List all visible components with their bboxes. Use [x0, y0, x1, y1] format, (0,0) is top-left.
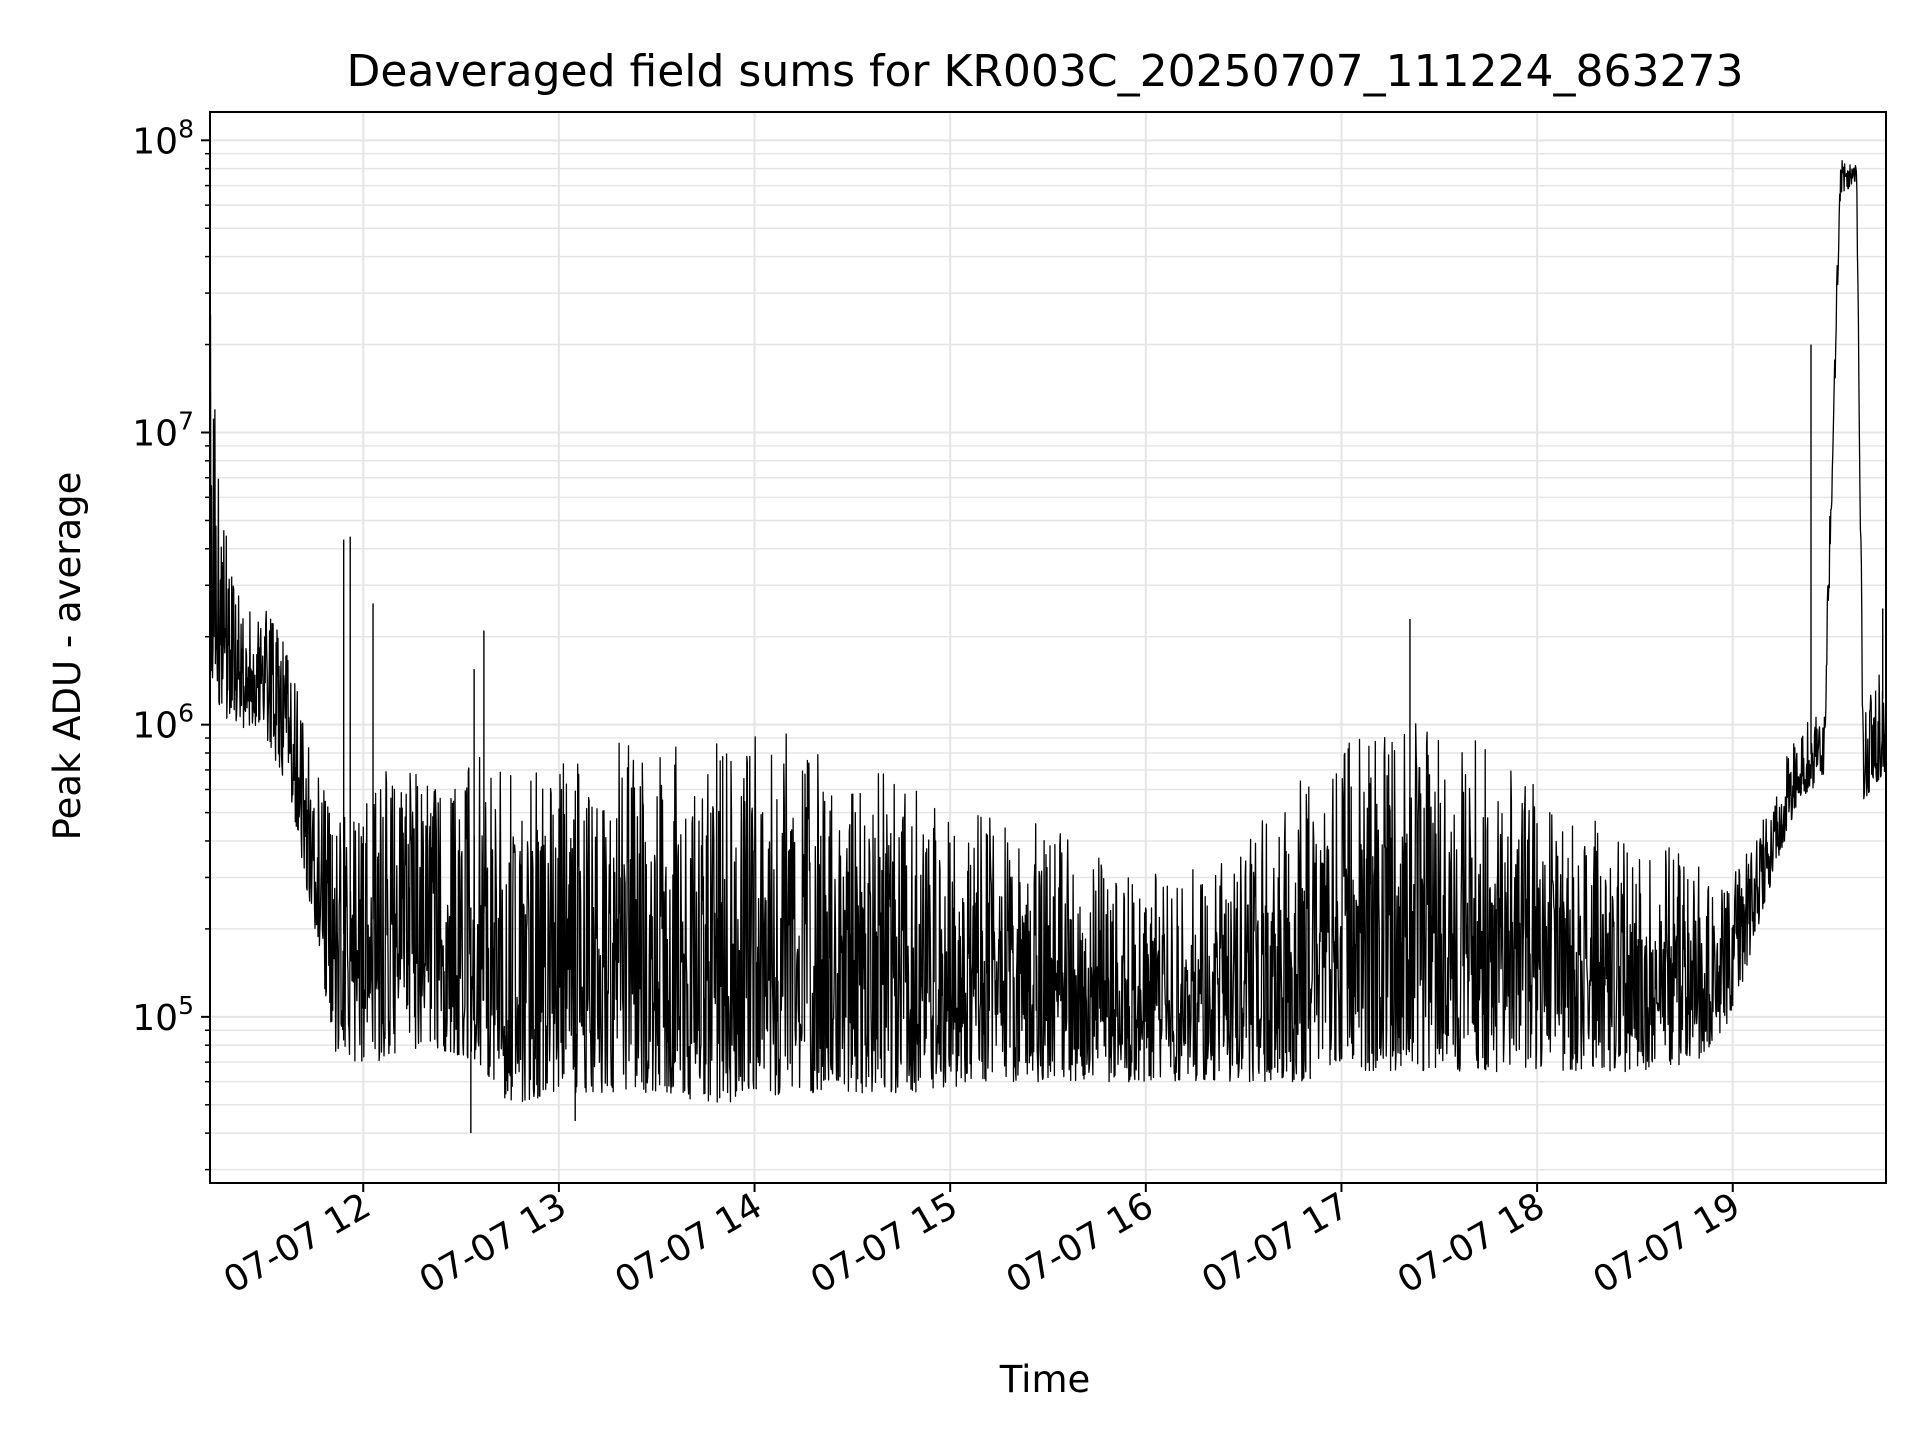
x-axis-label: Time [999, 1358, 1091, 1401]
y-tick-label: 106 [132, 699, 194, 747]
y-tick-label: 107 [132, 406, 194, 454]
y-tick-label: 108 [132, 114, 194, 162]
y-axis-label: Peak ADU - average [46, 472, 89, 841]
chart-title: Deaveraged field sums for KR003C_2025070… [347, 46, 1744, 97]
y-tick-label: 105 [132, 991, 194, 1039]
series-line [209, 159, 1887, 1103]
plot-frame [209, 111, 1887, 1184]
data-series [209, 159, 1887, 1134]
